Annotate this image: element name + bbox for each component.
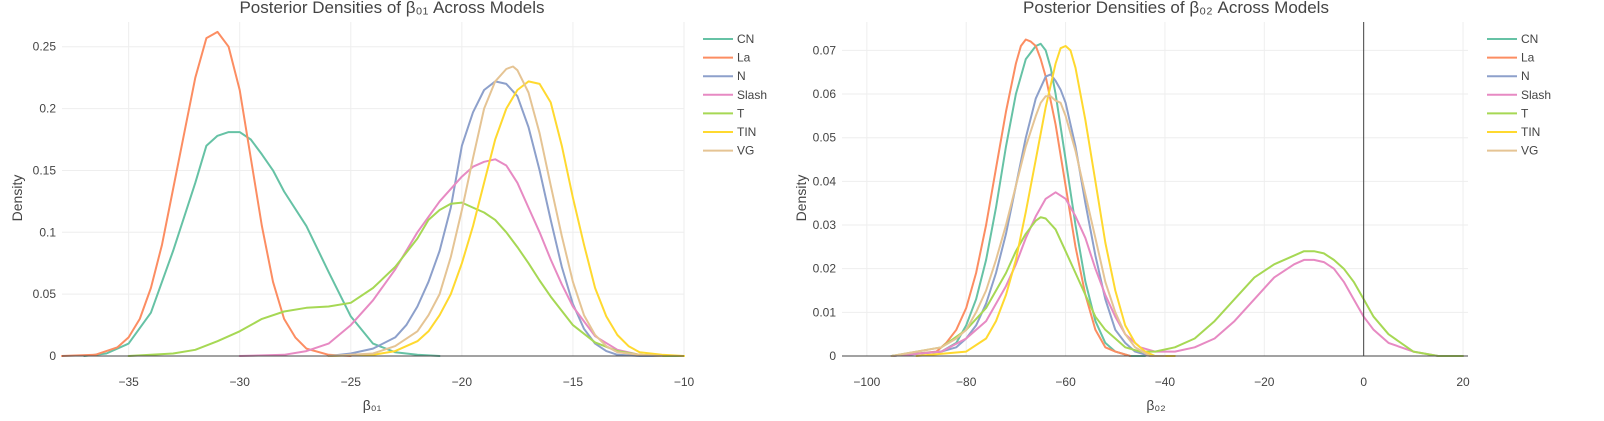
y-tick-label: 0.05: [813, 131, 837, 145]
x-tick-label: −10: [674, 375, 695, 389]
x-tick-label: −25: [341, 375, 362, 389]
legend-item-cn[interactable]: CN: [1487, 32, 1538, 46]
legend-label: TIN: [1521, 125, 1540, 139]
density-curve-vg: [327, 65, 663, 357]
y-tick-label: 0.01: [813, 305, 837, 319]
y-tick-label: 0.2: [39, 102, 56, 116]
x-tick-label: −60: [1055, 375, 1076, 389]
density-curve-tin: [327, 80, 685, 357]
y-tick-label: 0.15: [33, 163, 57, 177]
legend-item-la[interactable]: La: [1487, 51, 1535, 65]
density-curve-la: [890, 38, 1132, 357]
density-curve-n: [890, 73, 1166, 357]
y-tick-label: 0.02: [813, 262, 837, 276]
legend-label: La: [737, 51, 751, 65]
legend-item-tin[interactable]: TIN: [703, 125, 756, 139]
grid-lines: [842, 22, 1468, 356]
legend-item-vg[interactable]: VG: [703, 144, 754, 158]
density-curve-slash: [890, 191, 1464, 357]
legend-item-n[interactable]: N: [1487, 69, 1530, 83]
legend-item-vg[interactable]: VG: [1487, 144, 1538, 158]
x-tick-label: −40: [1155, 375, 1176, 389]
density-curve-t: [127, 201, 685, 357]
legend-label: N: [1521, 69, 1530, 83]
legend-item-t[interactable]: T: [1487, 106, 1529, 120]
legend-label: N: [737, 69, 746, 83]
legend-item-t[interactable]: T: [703, 106, 745, 120]
legend-label: T: [737, 106, 745, 120]
chart-title: Posterior Densities of β₀₂ Across Models: [1023, 0, 1329, 17]
legend-label: VG: [737, 144, 754, 158]
density-curves: [61, 30, 685, 357]
legend-label: CN: [737, 32, 754, 46]
x-tick-label: −20: [1254, 375, 1275, 389]
chart-title: Posterior Densities of β₀₁ Across Models: [239, 0, 544, 17]
panel-beta01: −35 −30 −25 −20 −15 −10 0 0.05 0.1 0.15 0.2 0.25 Po…: [9, 0, 767, 413]
density-curve-t: [890, 216, 1464, 357]
y-tick-label: 0.06: [813, 87, 837, 101]
legend-label: TIN: [737, 125, 756, 139]
density-curve-cn: [83, 131, 441, 357]
legend-label: La: [1521, 51, 1535, 65]
y-axis-label: Density: [9, 175, 25, 222]
legend-label: T: [1521, 106, 1529, 120]
panel-beta02: −100 −80 −60 −40 −20 0 20 0 0.01 0.02 0.03 0.04 0.05…: [793, 0, 1551, 413]
x-tick-label: −35: [118, 375, 139, 389]
x-tick-label: −30: [230, 375, 251, 389]
legend-item-n[interactable]: N: [703, 69, 746, 83]
grid-lines: [62, 22, 685, 356]
y-tick-label: 0.25: [33, 40, 57, 54]
legend-label: Slash: [1521, 88, 1551, 102]
y-tick-label: 0.03: [813, 218, 837, 232]
x-tick-label: 0: [1360, 375, 1367, 389]
legend-item-tin[interactable]: TIN: [1487, 125, 1540, 139]
y-tick-label: 0.04: [813, 174, 837, 188]
x-tick-label: −20: [452, 375, 473, 389]
legend-item-slash[interactable]: Slash: [1487, 88, 1551, 102]
density-curve-tin: [915, 45, 1176, 357]
axes: −100 −80 −60 −40 −20 0 20 0 0.01 0.02 0.03 0.04 0.05…: [813, 22, 1470, 389]
y-tick-label: 0.05: [33, 287, 57, 301]
legend-label: Slash: [737, 88, 767, 102]
legend: CN La N Slash T TIN VG: [703, 32, 767, 158]
y-tick-label: 0.1: [39, 225, 56, 239]
legend-label: VG: [1521, 144, 1538, 158]
x-tick-label: −80: [956, 375, 977, 389]
density-curve-la: [61, 30, 352, 357]
legend-item-slash[interactable]: Slash: [703, 88, 767, 102]
y-tick-label: 0: [49, 349, 56, 363]
x-tick-label: −15: [563, 375, 584, 389]
x-axis-label: β₀₂: [1146, 397, 1165, 413]
x-axis-label: β₀₁: [363, 397, 382, 413]
axes: −35 −30 −25 −20 −15 −10 0 0.05 0.1 0.15 0.2 0.25: [33, 40, 695, 389]
legend: CN La N Slash T TIN VG: [1487, 32, 1551, 158]
y-tick-label: 0: [829, 349, 836, 363]
legend-item-cn[interactable]: CN: [703, 32, 754, 46]
legend-item-la[interactable]: La: [703, 51, 751, 65]
legend-label: CN: [1521, 32, 1538, 46]
density-curves: [890, 38, 1464, 357]
y-axis-label: Density: [793, 175, 809, 222]
density-curve-cn: [890, 42, 1147, 357]
y-tick-label: 0.07: [813, 43, 837, 57]
x-tick-label: −100: [853, 375, 880, 389]
density-curve-vg: [890, 95, 1166, 357]
x-tick-label: 20: [1456, 375, 1470, 389]
